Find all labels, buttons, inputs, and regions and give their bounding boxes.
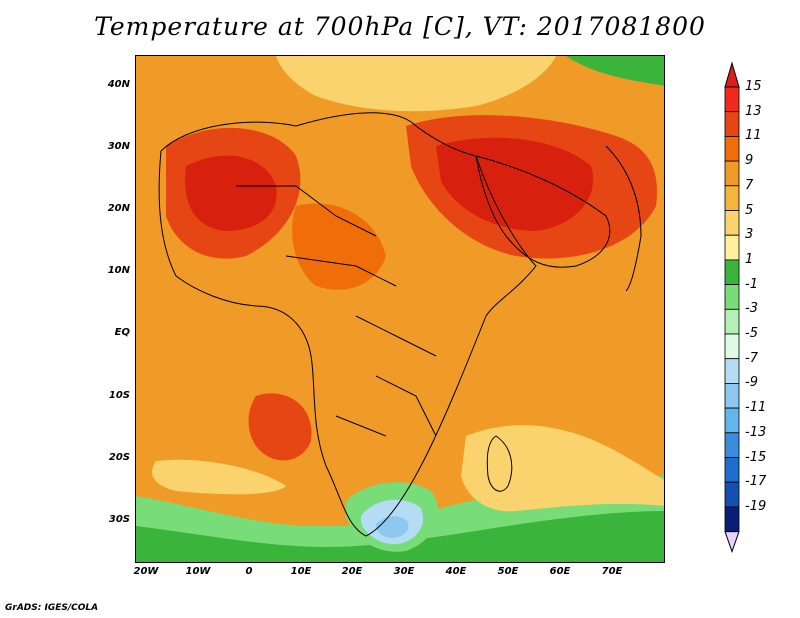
lat-label-20s: 20S <box>108 452 130 463</box>
coastline-madagascar <box>486 435 513 492</box>
colorbar-tick-label: 5 <box>745 202 754 218</box>
colorbar-tick-label: 7 <box>745 177 754 193</box>
colorbar-tick-label: 9 <box>745 153 754 169</box>
hot-core-sahara <box>185 155 277 231</box>
lon-label-20w: 20W <box>133 566 159 577</box>
lat-label-10s: 10S <box>108 390 130 401</box>
colorbar-segment <box>724 210 740 236</box>
lon-label-40e: 40E <box>445 566 467 577</box>
warm-zone-sahel <box>292 203 386 290</box>
lat-label-30n: 30N <box>107 141 130 152</box>
map-title: Temperature at 700hPa [C], VT: 201708180… <box>94 12 706 41</box>
colorbar-tick-label: -13 <box>745 424 767 440</box>
lat-label-30s: 30S <box>108 514 130 525</box>
colorbar-tick-label: -15 <box>745 449 767 465</box>
green-band-north <box>566 56 664 86</box>
lat-label-10n: 10N <box>107 265 130 276</box>
lat-label-40n: 40N <box>107 79 130 90</box>
lon-label-30e: 30E <box>393 566 415 577</box>
lon-label-70e: 70E <box>601 566 623 577</box>
lon-label-10e: 10E <box>290 566 312 577</box>
lon-label-10w: 10W <box>185 566 211 577</box>
colorbar-segment <box>724 358 740 384</box>
colorbar-bottom-arrow <box>724 531 740 554</box>
green-band-south <box>136 511 664 562</box>
colorbar-segment <box>724 234 740 261</box>
colorbar-tick-label: -11 <box>745 400 767 416</box>
warm-zone-atlantic <box>248 393 312 461</box>
colorbar-tick-label: -19 <box>745 498 767 514</box>
colorbar-tick-label: -9 <box>745 375 758 391</box>
hot-core-arabia <box>436 137 594 231</box>
colorbar-tick-label: -7 <box>745 350 758 366</box>
coastline-africa <box>158 112 537 537</box>
colorbar-tick-label: 13 <box>745 103 762 119</box>
lon-label-20e: 20E <box>341 566 363 577</box>
lon-label-0: 0 <box>245 566 253 577</box>
footer-credit: GrADS: IGES/COLA <box>5 603 99 613</box>
colorbar-top-arrow <box>724 61 740 88</box>
colorbar-tick-label: 1 <box>745 251 754 267</box>
colorbar-segment <box>724 333 740 360</box>
colorbar-segment <box>724 284 740 310</box>
colorbar-tick-label: -1 <box>745 276 758 292</box>
colorbar-segment <box>724 407 740 434</box>
cool-band-med <box>276 56 556 112</box>
coastlines <box>158 112 642 537</box>
colorbar-segment <box>724 111 740 137</box>
colorbar-tick-label: -5 <box>745 326 758 341</box>
colorbar-tick-label: -3 <box>745 301 758 317</box>
colorbar-segment <box>724 185 740 211</box>
colorbar-segment <box>724 135 740 162</box>
colorbar-segment <box>724 382 740 409</box>
coastline-india <box>605 145 642 292</box>
colorbar-segment <box>724 457 740 483</box>
colorbar-segment <box>724 481 740 508</box>
colorbar-tick-label: 15 <box>745 79 762 94</box>
yellow-region-io <box>461 425 664 512</box>
temperature-field <box>136 56 664 562</box>
colorbar-segment <box>724 506 740 532</box>
country-borders <box>236 185 437 437</box>
colorbar-segment <box>724 86 740 113</box>
colorbar-tick-label: 11 <box>745 128 762 144</box>
colorbar-segment <box>724 308 740 335</box>
colorbar-tick-label: -17 <box>745 474 767 490</box>
colorbar-segment <box>724 259 740 285</box>
yellow-region-atl <box>152 459 286 495</box>
lat-label-eq: EQ <box>114 327 130 338</box>
colorbar-segment <box>724 432 740 458</box>
coastline-arabia <box>475 155 611 268</box>
map-panel <box>135 55 665 563</box>
lon-label-60e: 60E <box>549 566 571 577</box>
colorbar-segment <box>724 160 740 187</box>
colorbar-tick-label: 3 <box>745 227 754 243</box>
lat-label-20n: 20N <box>107 203 130 214</box>
lon-label-50e: 50E <box>497 566 519 577</box>
